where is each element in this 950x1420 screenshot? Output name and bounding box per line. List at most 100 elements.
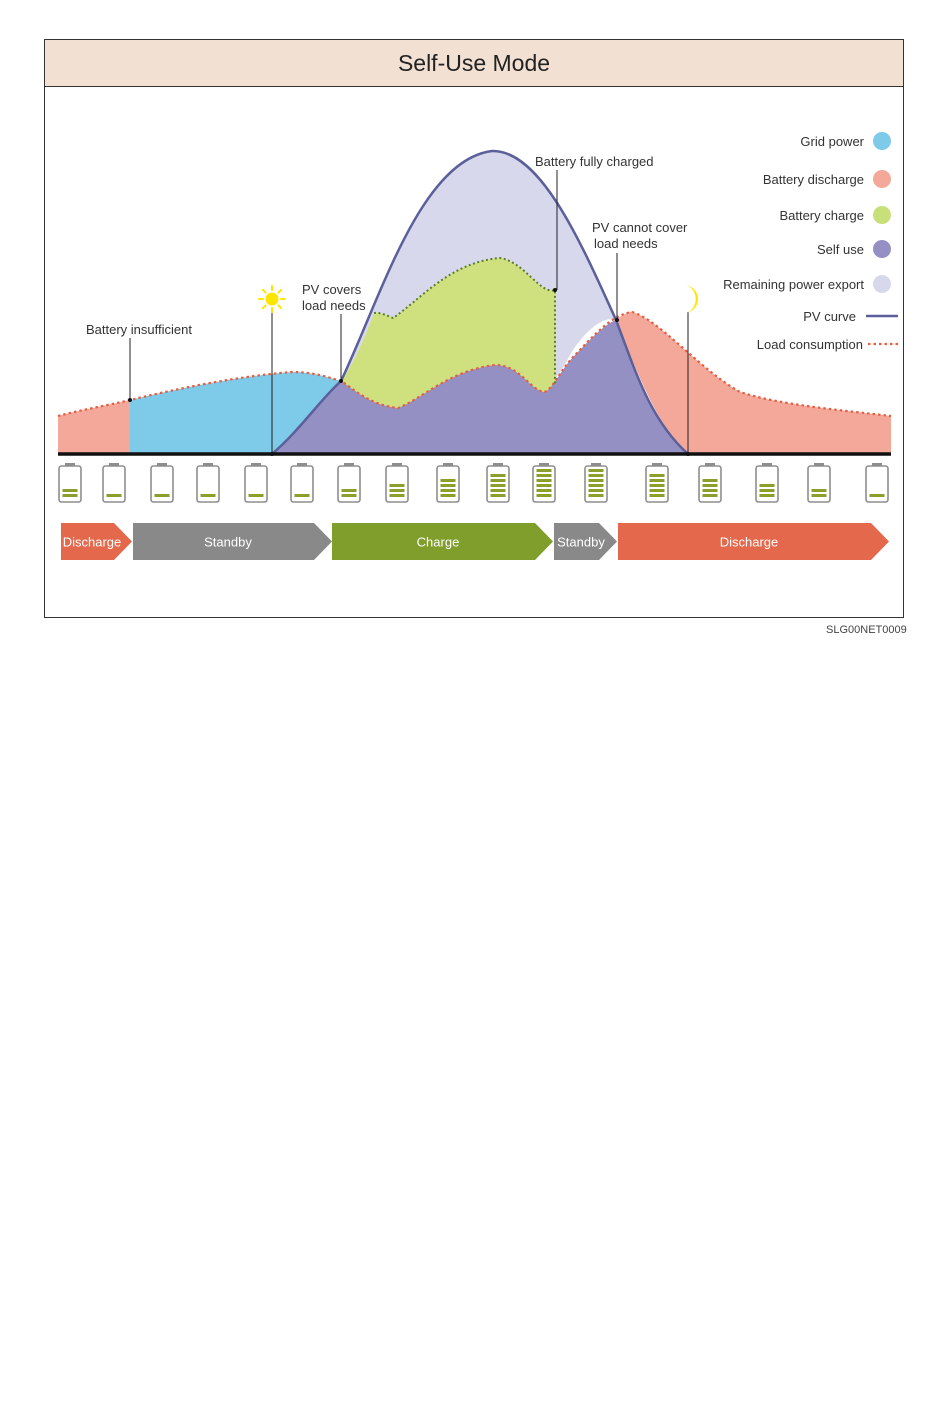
battery-level-bar: [649, 489, 665, 492]
legend-swatch: [873, 170, 891, 188]
battery-level-bar: [490, 484, 506, 487]
load-consumption-line: [57, 310, 892, 418]
battery-level-bar: [702, 494, 718, 497]
state-label: Charge: [417, 535, 460, 550]
state-label: Discharge: [63, 535, 122, 550]
legend-item-remaining-power-export: Remaining power export: [723, 275, 891, 293]
battery-icon: [865, 463, 889, 503]
legend-label: Battery discharge: [763, 172, 864, 187]
battery-charge-area: [341, 258, 555, 408]
battery-level-bar: [248, 494, 264, 497]
state-arrow-charge: Charge: [332, 523, 553, 560]
battery-level-bar: [588, 494, 604, 497]
battery-charge-boundary-line: [373, 256, 556, 385]
battery-icon: [290, 463, 314, 503]
battery-discharge-area-evening: [616, 312, 891, 454]
moon-icon: [684, 285, 698, 313]
battery-icon: [486, 463, 510, 503]
legend-swatch: [873, 275, 891, 293]
state-arrows: Discharge Standby Charge Standby Discharge: [61, 523, 889, 560]
battery-level-bar: [811, 489, 827, 492]
state-arrow-standby: Standby: [554, 523, 617, 560]
battery-icon: [150, 463, 174, 503]
legend-label: Self use: [817, 242, 864, 257]
state-arrow-discharge: Discharge: [618, 523, 889, 560]
battery-icon: [436, 463, 460, 503]
battery-level-bar: [440, 494, 456, 497]
annotation-pv-covers-line2: load needs: [302, 298, 366, 313]
legend-swatch: [873, 240, 891, 258]
battery-level-bar: [702, 489, 718, 492]
legend-label: PV curve: [803, 309, 856, 324]
diagram-title: Self-Use Mode: [45, 40, 903, 87]
battery-level-bar: [294, 494, 310, 497]
battery-level-bar: [341, 489, 357, 492]
legend-item-pv-curve: PV curve: [803, 309, 898, 324]
annotation-pv-covers-line1: PV covers: [302, 282, 362, 297]
battery-level-bar: [588, 489, 604, 492]
battery-level-bar: [389, 484, 405, 487]
battery-level-bar: [62, 494, 78, 497]
battery-icon: [337, 463, 361, 503]
battery-icon: [385, 463, 409, 503]
legend-item-battery-charge: Battery charge: [779, 206, 891, 224]
battery-level-bar: [536, 484, 552, 487]
battery-icon: [645, 463, 669, 503]
diagram-frame: Self-Use Mode: [44, 39, 904, 618]
battery-level-bar: [649, 479, 665, 482]
battery-level-bar: [440, 479, 456, 482]
battery-level-bar: [536, 489, 552, 492]
state-label: Discharge: [720, 535, 779, 550]
self-use-diagram: Battery insufficient PV covers load need…: [57, 132, 900, 560]
battery-level-bar: [588, 484, 604, 487]
battery-level-bar: [490, 489, 506, 492]
battery-level-bar: [490, 479, 506, 482]
battery-level-bar: [490, 494, 506, 497]
battery-level-bar: [759, 484, 775, 487]
grid-power-area: [130, 372, 341, 454]
legend: Grid power Battery discharge Battery charg…: [723, 132, 900, 352]
battery-level-bar: [649, 494, 665, 497]
battery-icon: [755, 463, 779, 503]
legend-item-self-use: Self use: [817, 240, 891, 258]
battery-level-bar: [649, 484, 665, 487]
battery-icon: [58, 463, 82, 503]
battery-icon: [102, 463, 126, 503]
battery-icon: [196, 463, 220, 503]
legend-item-battery-discharge: Battery discharge: [763, 170, 891, 188]
annotation-points: [128, 288, 690, 456]
battery-level-bar: [106, 494, 122, 497]
battery-level-bar: [702, 484, 718, 487]
battery-level-bar: [440, 484, 456, 487]
battery-level-bar: [811, 494, 827, 497]
battery-level-bar: [536, 479, 552, 482]
legend-item-load-consumption: Load consumption: [757, 337, 900, 352]
pv-curve-line: [271, 149, 689, 455]
state-label: Standby: [204, 535, 252, 550]
legend-swatch: [873, 206, 891, 224]
legend-label: Battery charge: [779, 208, 864, 223]
state-arrow-discharge: Discharge: [61, 523, 132, 560]
battery-level-bar: [588, 469, 604, 472]
annotation-pv-cannot-cover-line1: PV cannot cover: [592, 220, 688, 235]
annotation-leaders: [129, 170, 689, 454]
legend-label: Remaining power export: [723, 277, 864, 292]
battery-level-bar: [389, 489, 405, 492]
figure-code: SLG00NET0009: [826, 624, 907, 636]
battery-level-bar: [536, 494, 552, 497]
battery-level-bar: [490, 474, 506, 477]
battery-level-bar: [200, 494, 216, 497]
battery-level-bar: [154, 494, 170, 497]
battery-level-bar: [62, 489, 78, 492]
battery-level-bar: [341, 494, 357, 497]
annotation-pv-cannot-cover-line2: load needs: [594, 236, 658, 251]
battery-level-bar: [588, 479, 604, 482]
battery-level-bar: [702, 479, 718, 482]
battery-icon: [584, 463, 608, 503]
battery-icons-row: [58, 463, 889, 503]
battery-discharge-area-morning: [58, 400, 130, 454]
legend-label: Grid power: [800, 134, 864, 149]
battery-level-bar: [536, 469, 552, 472]
annotation-battery-insufficient: Battery insufficient: [86, 322, 192, 337]
sun-icon: [258, 285, 286, 313]
